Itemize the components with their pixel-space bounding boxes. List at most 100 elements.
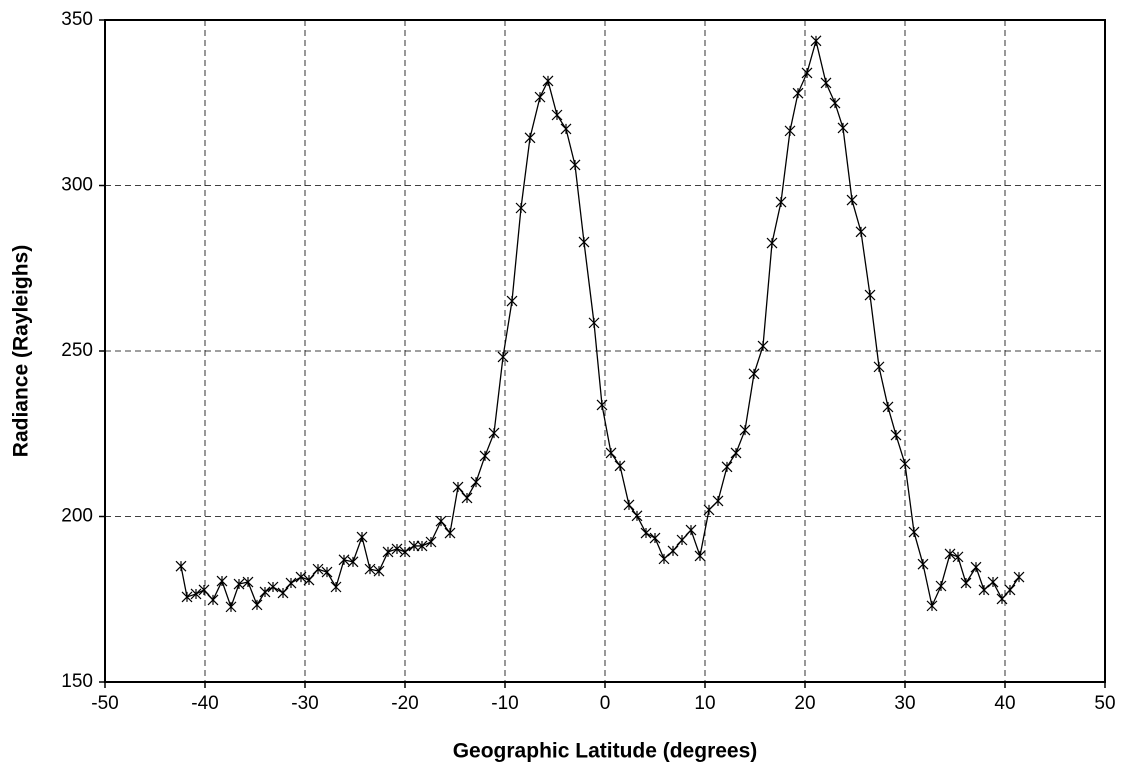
data-point [506, 295, 518, 307]
data-point [391, 543, 403, 555]
data-point [631, 510, 643, 522]
data-point [408, 540, 420, 552]
data-point [730, 447, 742, 459]
data-point [225, 601, 237, 613]
data-point [479, 450, 491, 462]
data-point [614, 460, 626, 472]
data-point [382, 546, 394, 558]
x-tick-label: -20 [391, 693, 418, 714]
data-point [855, 226, 867, 238]
data-point [216, 575, 228, 587]
x-tick-label: -50 [91, 693, 118, 714]
data-line [180, 38, 1020, 609]
data-point [416, 540, 428, 552]
data-point [605, 447, 617, 459]
y-tick-label: 150 [61, 671, 93, 692]
data-point [347, 556, 359, 568]
x-tick-label: 20 [794, 693, 815, 714]
y-tick-label: 200 [61, 506, 93, 527]
y-tick-label: 300 [61, 175, 93, 196]
data-point [542, 75, 554, 87]
data-point [899, 458, 911, 470]
data-point [766, 237, 778, 249]
y-tick-label: 350 [61, 9, 93, 30]
data-point [829, 97, 841, 109]
data-point [425, 536, 437, 548]
data-point [470, 476, 482, 488]
data-point [1013, 571, 1025, 583]
data-point [596, 399, 608, 411]
data-point [987, 576, 999, 588]
data-point [926, 600, 938, 612]
data-point [944, 548, 956, 560]
data-point [515, 202, 527, 214]
data-point [444, 527, 456, 539]
data-point [560, 123, 572, 135]
data-point [685, 524, 697, 536]
data-point [233, 578, 245, 590]
data-point [321, 566, 333, 578]
data-point [649, 532, 661, 544]
x-tick-label: -40 [191, 693, 218, 714]
data-point [399, 546, 411, 558]
data-point [578, 236, 590, 248]
data-point [452, 481, 464, 493]
data-point [739, 424, 751, 436]
x-tick-label: 0 [600, 693, 611, 714]
data-point [640, 527, 652, 539]
data-point [658, 553, 670, 565]
data-point [801, 67, 813, 79]
data-point [181, 591, 193, 603]
data-point [721, 461, 733, 473]
data-point [667, 545, 679, 557]
data-point [534, 91, 546, 103]
data-point [364, 563, 376, 575]
data-point [890, 429, 902, 441]
data-point [588, 317, 600, 329]
data-point [960, 577, 972, 589]
x-tick-label: 50 [1094, 693, 1115, 714]
data-point [757, 340, 769, 352]
data-point [303, 574, 315, 586]
data-point [978, 584, 990, 596]
data-point [435, 515, 447, 527]
data-point [569, 159, 581, 171]
data-point [676, 534, 688, 546]
data-point [864, 289, 876, 301]
data-point [267, 581, 279, 593]
data-point [330, 581, 342, 593]
data-point [694, 550, 706, 562]
data-point [908, 526, 920, 538]
data-point [846, 194, 858, 206]
data-point [551, 109, 563, 121]
x-tick-label: -10 [491, 693, 518, 714]
data-point [277, 587, 289, 599]
data-point [784, 125, 796, 137]
data-point [623, 499, 635, 511]
data-point [207, 594, 219, 606]
data-point [873, 361, 885, 373]
data-point [524, 132, 536, 144]
data-point [242, 576, 254, 588]
data-point [935, 580, 947, 592]
data-point [882, 401, 894, 413]
x-tick-label: 10 [694, 693, 715, 714]
x-axis-title: Geographic Latitude (degrees) [453, 740, 758, 763]
data-point [748, 368, 760, 380]
data-point [792, 87, 804, 99]
data-point [917, 558, 929, 570]
data-point [259, 586, 271, 598]
data-point [338, 554, 350, 566]
data-point [356, 531, 368, 543]
x-tick-label: 40 [994, 693, 1015, 714]
data-point [996, 593, 1008, 605]
plot-frame [104, 19, 1106, 683]
data-point [810, 35, 822, 47]
data-point [952, 551, 964, 563]
data-point [190, 588, 202, 600]
x-tick-label: 30 [894, 693, 915, 714]
data-point [497, 351, 509, 363]
data-point [703, 504, 715, 516]
data-point [820, 77, 832, 89]
